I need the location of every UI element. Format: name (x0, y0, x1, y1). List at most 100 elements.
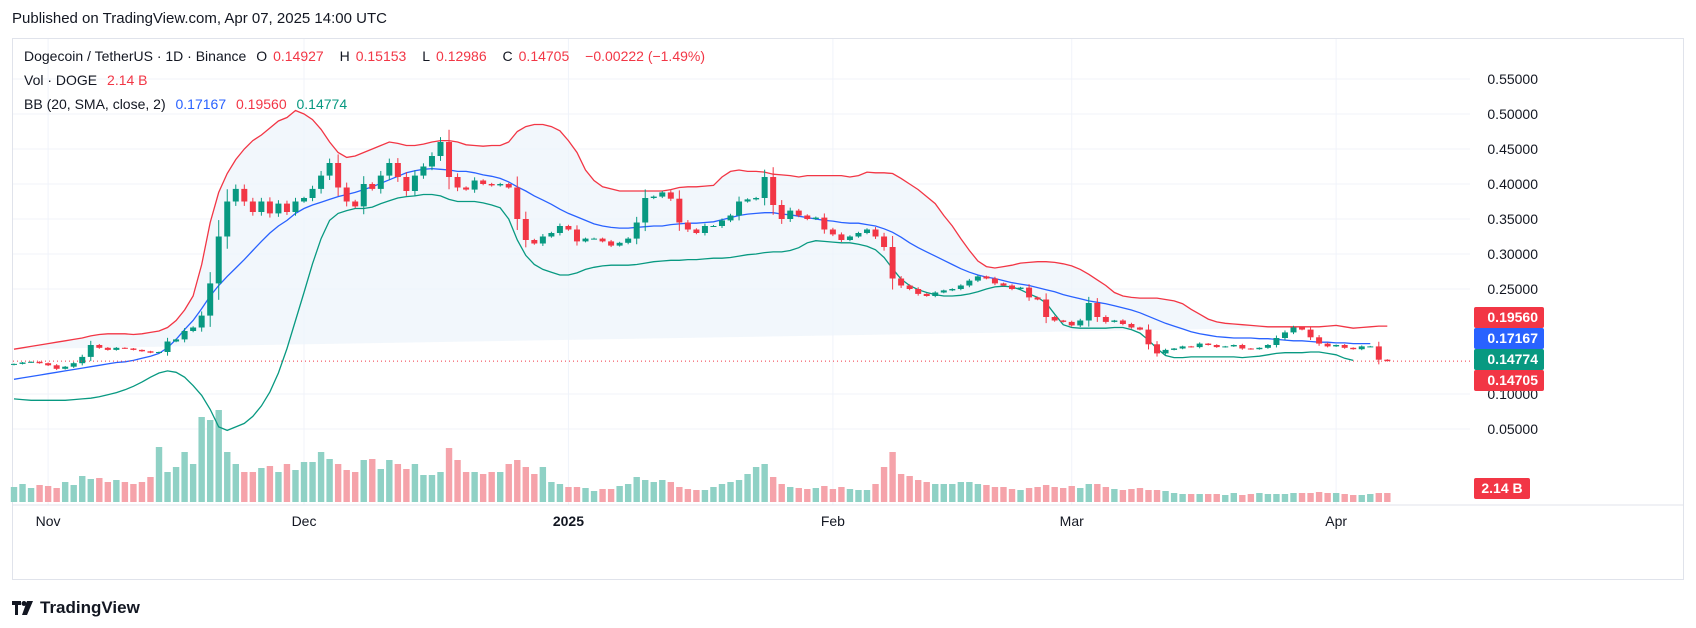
candle-body (659, 192, 666, 197)
volume-bar (1094, 484, 1101, 502)
volume-bar (1332, 493, 1340, 502)
volume-bar (70, 485, 77, 502)
price-label-text: 0.14774 (1487, 351, 1538, 367)
candle-body (232, 188, 239, 202)
volume-bar (164, 472, 171, 502)
volume-bar (1025, 488, 1033, 502)
volume-bar (1256, 493, 1263, 502)
candle-body (812, 217, 819, 219)
candle-body (446, 142, 453, 177)
candle-body (369, 184, 376, 189)
volume-bar (1298, 493, 1306, 502)
volume-bar (241, 472, 248, 502)
candle-body (846, 236, 853, 240)
y-tick-label: 0.40000 (1487, 176, 1538, 192)
legend-vol-label[interactable]: Vol · DOGE (24, 72, 98, 88)
published-note: Published on TradingView.com, Apr 07, 20… (12, 10, 387, 27)
volume-bar (437, 472, 444, 502)
candle-body (19, 362, 26, 364)
volume-bar (769, 477, 777, 502)
candle-body (608, 241, 615, 246)
volume-bar (880, 467, 888, 502)
chart-frame[interactable] (12, 38, 1684, 580)
volume-bar (189, 464, 197, 502)
volume-bar (548, 482, 555, 502)
legend-volume-row: Vol · DOGE 2.14 B (24, 72, 154, 88)
candle-body (1367, 346, 1374, 348)
volume-bar (428, 475, 436, 502)
candle-body (488, 184, 495, 186)
candle-body (744, 199, 751, 202)
volume-bar (1187, 494, 1195, 502)
candle-body (420, 166, 427, 176)
volume-bar (1170, 493, 1178, 502)
candle-body (1299, 327, 1306, 330)
candle-body (79, 356, 86, 364)
volume-bar (1247, 494, 1255, 502)
volume-bar (1017, 490, 1024, 502)
volume-bar (590, 491, 598, 502)
candle-body (1102, 317, 1109, 322)
legend-close: C 0.14705 (502, 48, 570, 64)
candle-body (1128, 324, 1135, 328)
candle-body (1077, 320, 1084, 326)
candle-body (292, 201, 299, 212)
volume-bar (1034, 487, 1041, 502)
volume-bar (96, 478, 103, 502)
candle-body (1384, 359, 1391, 362)
volume-bar (1358, 495, 1365, 502)
volume-bar (932, 484, 939, 502)
volume-bar (1179, 494, 1186, 502)
volume-bar (479, 474, 487, 502)
price-label-box (1474, 370, 1544, 391)
candle-body (1256, 347, 1263, 350)
volume-label-box (1474, 478, 1530, 499)
volume-bar (607, 489, 615, 502)
y-tick-label: 0.30000 (1487, 246, 1538, 262)
candle-body (36, 361, 43, 364)
candle-body (156, 352, 163, 353)
candle-body (633, 222, 640, 239)
tradingview-logo[interactable]: TradingView (12, 598, 140, 618)
volume-bar (1119, 490, 1127, 502)
candle-body (326, 163, 333, 176)
volume-bar (710, 487, 717, 502)
legend-bb-label[interactable]: BB (20, SMA, close, 2) (24, 96, 166, 112)
volume-bar (369, 459, 376, 502)
candle-body (1034, 297, 1041, 300)
candle-body (872, 229, 879, 237)
volume-bar (317, 452, 325, 502)
candle-body (864, 229, 870, 233)
legend-symbol[interactable]: Dogecoin / TetherUS · 1D · Binance (24, 48, 247, 64)
candle-body (974, 276, 981, 281)
candle-body (403, 177, 410, 191)
volume-bar (659, 480, 666, 502)
candle-body (1264, 345, 1271, 348)
volume-bar (846, 489, 854, 502)
volume-bar (914, 480, 922, 502)
volume-bar (974, 484, 982, 502)
volume-bar (1008, 489, 1016, 502)
candle-body (770, 177, 777, 205)
legend-bb-upper: 0.19560 (236, 96, 287, 112)
candle-body (1205, 343, 1212, 345)
candle-body (113, 347, 120, 350)
volume-bar (949, 484, 956, 502)
volume-bar (403, 469, 410, 502)
candle-body (28, 361, 35, 363)
volume-bar (445, 448, 453, 502)
legend-vol-value: 2.14 B (107, 72, 148, 88)
volume-bar (966, 482, 973, 502)
volume-bar (1102, 487, 1110, 502)
volume-bar (684, 489, 692, 502)
candle-body (573, 229, 580, 242)
candle-body (96, 345, 103, 348)
x-tick-label: 2025 (553, 513, 584, 529)
candle-body (11, 363, 17, 365)
volume-bar (727, 482, 734, 502)
volume-bar (795, 488, 802, 502)
volume-bar (642, 480, 649, 502)
candle-body (463, 187, 470, 190)
candle-body (224, 201, 231, 237)
